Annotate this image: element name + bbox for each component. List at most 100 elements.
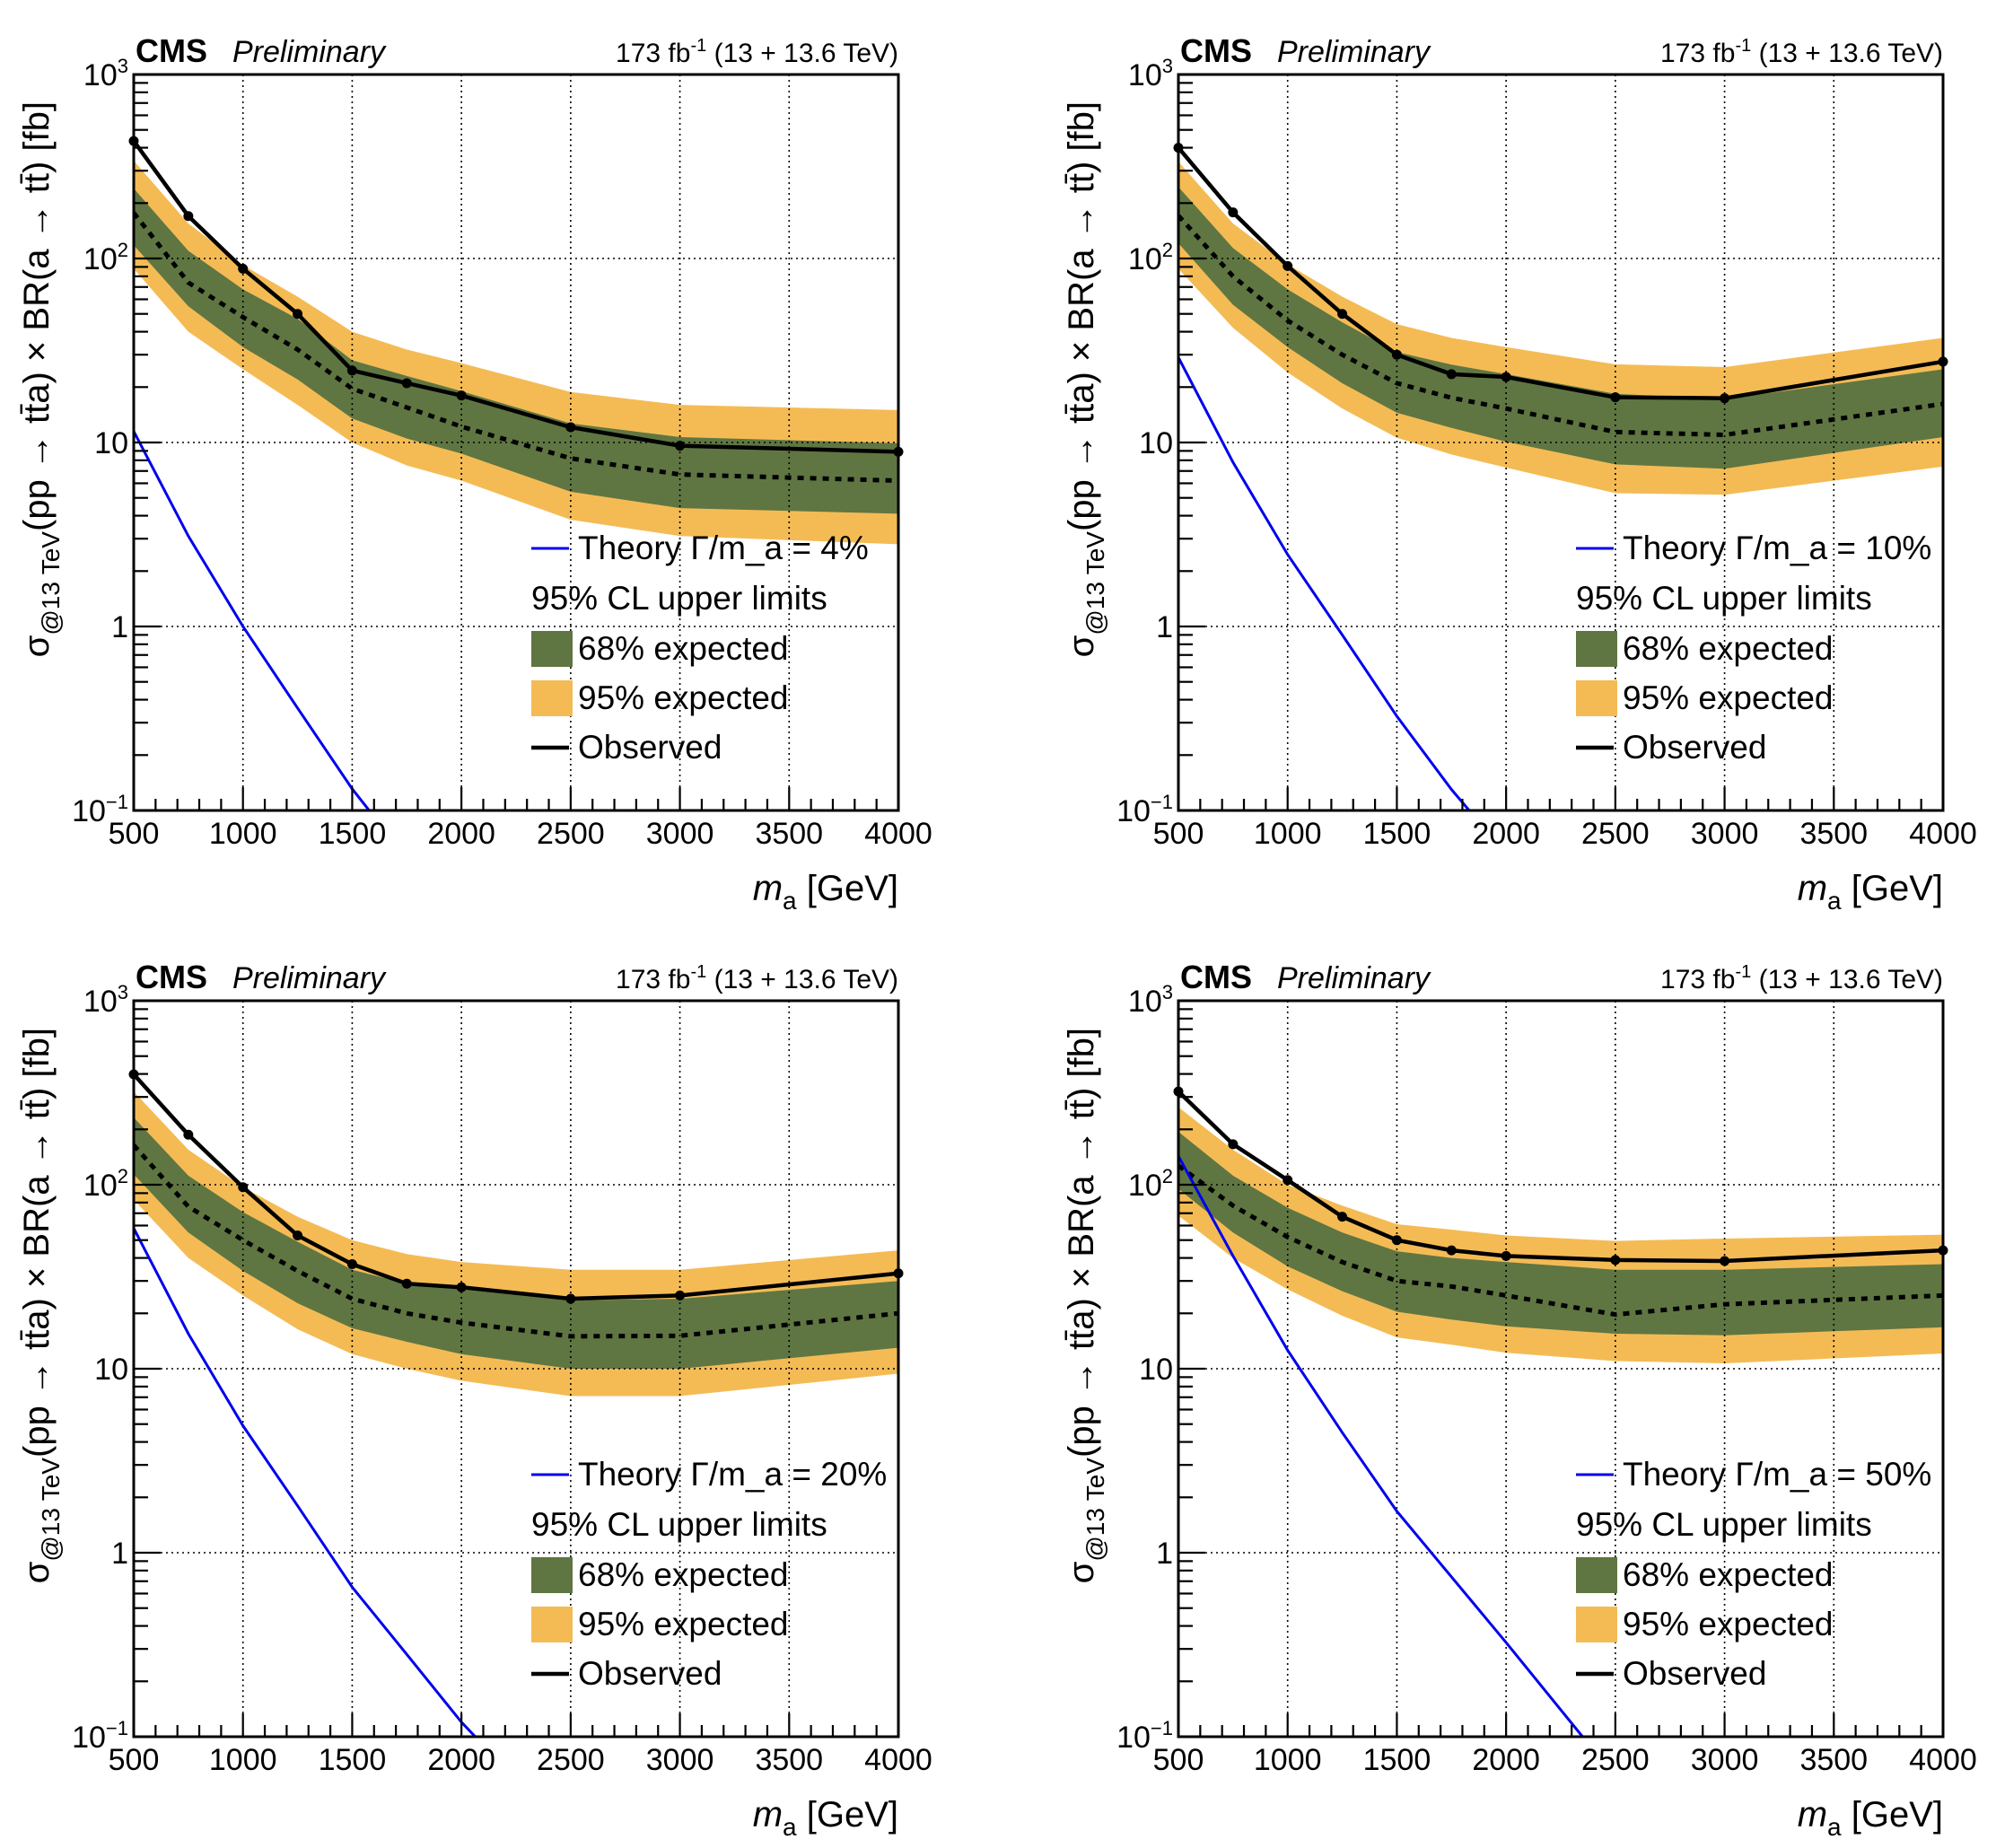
y-tick-label: 103	[1128, 55, 1173, 92]
x-axis-label: ma [GeV]	[753, 1795, 898, 1841]
y-tick-label: 1	[111, 610, 128, 644]
legend-95-label: 95% expected	[1623, 1606, 1834, 1642]
legend: Theory Γ/m_a = 50% 95% CL upper limits 68%…	[1576, 1456, 1931, 1692]
legend-68-label: 68% expected	[578, 1556, 789, 1593]
x-tick-label: 1500	[1363, 817, 1431, 851]
experiment-label: CMS	[1180, 959, 1252, 995]
theory-line	[134, 430, 372, 810]
y-tick-label: 102	[1128, 1165, 1173, 1203]
chart-panel-bottom-right: 500 1000 1500 2000 2500 3000 3500 4000103102101…	[1062, 959, 1977, 1841]
y-tick-label: 10−1	[72, 1717, 128, 1755]
x-tick-label: 3000	[1691, 1743, 1759, 1777]
x-tick-label: 3000	[1691, 817, 1759, 851]
experiment-label: CMS	[1180, 32, 1252, 69]
legend-observed-label: Observed	[1623, 1655, 1766, 1692]
x-tick-label: 2500	[537, 817, 605, 851]
legend-theory-label: Theory Γ/m_a = 4%	[578, 530, 869, 566]
band-68-expected	[1178, 1132, 1943, 1336]
x-tick-label: 3500	[755, 1743, 823, 1777]
legend-95-label: 95% expected	[578, 679, 789, 716]
legend-95-swatch	[1576, 1607, 1617, 1642]
x-axis-label: ma [GeV]	[1798, 869, 1943, 915]
x-tick-label: 3500	[755, 817, 823, 851]
legend-68-label: 68% expected	[578, 630, 789, 667]
x-tick-label: 2000	[427, 1743, 495, 1777]
x-tick-label: 2000	[1472, 817, 1540, 851]
legend-68-swatch	[1576, 1557, 1617, 1593]
legend-header: 95% CL upper limits	[531, 1506, 827, 1543]
legend-theory-label: Theory Γ/m_a = 50%	[1623, 1456, 1931, 1493]
expected-median-line	[1178, 214, 1943, 438]
x-tick-label: 1500	[319, 1743, 387, 1777]
y-axis-label: σ@13 TeV(pp → tt̄a) × BR(a → tt̄) [fb]	[1062, 1028, 1109, 1583]
lumi-label: 173 fb-1 (13 + 13.6 TeV)	[616, 36, 898, 68]
x-tick-label: 4000	[1909, 1743, 1977, 1777]
observed-point	[346, 1259, 357, 1270]
x-tick-label: 1000	[209, 1743, 277, 1777]
observed-point	[456, 390, 467, 401]
observed-line	[1177, 146, 1944, 400]
y-tick-label: 10−1	[1116, 791, 1173, 828]
chart-panel-top-left: 500 1000 1500 2000 2500 3000 3500 4000103102101…	[17, 32, 932, 915]
x-tick-label: 500	[109, 1743, 160, 1777]
expected-median-line	[134, 211, 898, 484]
x-tick-label: 1500	[319, 817, 387, 851]
legend-68-label: 68% expected	[1623, 1556, 1834, 1593]
y-tick-label: 103	[83, 981, 128, 1019]
band-68-expected	[134, 188, 898, 514]
observed-point	[1228, 207, 1239, 218]
x-tick-label: 2500	[537, 1743, 605, 1777]
experiment-label: CMS	[136, 32, 207, 69]
observed-point	[1283, 1175, 1293, 1186]
observed-point	[238, 263, 249, 274]
experiment-label: CMS	[136, 959, 207, 995]
x-tick-label: 3500	[1799, 1743, 1868, 1777]
expected-median-line	[134, 1143, 898, 1339]
observed-line	[132, 139, 899, 454]
x-tick-label: 2500	[1581, 1743, 1650, 1777]
x-tick-label: 2000	[1472, 1743, 1540, 1777]
legend-header: 95% CL upper limits	[1576, 1506, 1872, 1543]
x-tick-label: 3500	[1799, 817, 1868, 851]
legend-95-label: 95% expected	[1623, 679, 1834, 716]
plot-area	[1178, 1001, 1943, 1737]
y-tick-label: 10−1	[1116, 1717, 1173, 1755]
observed-point	[1501, 1250, 1511, 1261]
observed-point	[401, 1278, 412, 1289]
plot-area	[134, 74, 898, 810]
observed-point	[183, 1129, 194, 1140]
legend-68-swatch	[531, 1557, 573, 1593]
legend-theory-label: Theory Γ/m_a = 20%	[578, 1456, 887, 1493]
observed-point	[1501, 372, 1511, 382]
x-tick-label: 3000	[646, 817, 714, 851]
chart-panel-top-right: 500 1000 1500 2000 2500 3000 3500 4000103102101…	[1062, 32, 1977, 915]
plot-area	[1178, 74, 1943, 810]
chart-panel-bottom-left: 500 1000 1500 2000 2500 3000 3500 4000103102101…	[17, 959, 932, 1841]
x-tick-label: 2000	[427, 817, 495, 851]
legend-68-label: 68% expected	[1623, 630, 1834, 667]
legend-95-swatch	[531, 680, 573, 716]
y-tick-label: 10	[94, 426, 128, 460]
x-tick-label: 4000	[864, 1743, 932, 1777]
y-tick-label: 10	[94, 1353, 128, 1387]
observed-point	[1446, 1245, 1457, 1256]
legend: Theory Γ/m_a = 4% 95% CL upper limits 68% …	[531, 530, 869, 766]
observed-point	[1283, 260, 1293, 271]
observed-point	[456, 1282, 467, 1292]
legend-observed-label: Observed	[1623, 729, 1766, 766]
legend: Theory Γ/m_a = 20% 95% CL upper limits 68%…	[531, 1456, 887, 1692]
observed-point	[238, 1182, 249, 1193]
legend-observed-label: Observed	[578, 729, 722, 766]
y-tick-label: 10	[1139, 1353, 1173, 1387]
legend-95-swatch	[531, 1607, 573, 1642]
y-tick-label: 1	[1156, 610, 1173, 644]
y-axis-label: σ@13 TeV(pp → tt̄a) × BR(a → tt̄) [fb]	[17, 1028, 65, 1583]
band-68-expected	[1178, 187, 1943, 469]
observed-point	[346, 365, 357, 376]
y-tick-label: 102	[1128, 239, 1173, 276]
legend-68-swatch	[531, 631, 573, 667]
observed-point	[1391, 349, 1402, 360]
y-tick-label: 10	[1139, 426, 1173, 460]
legend-header: 95% CL upper limits	[531, 580, 827, 617]
x-tick-label: 500	[1153, 817, 1204, 851]
